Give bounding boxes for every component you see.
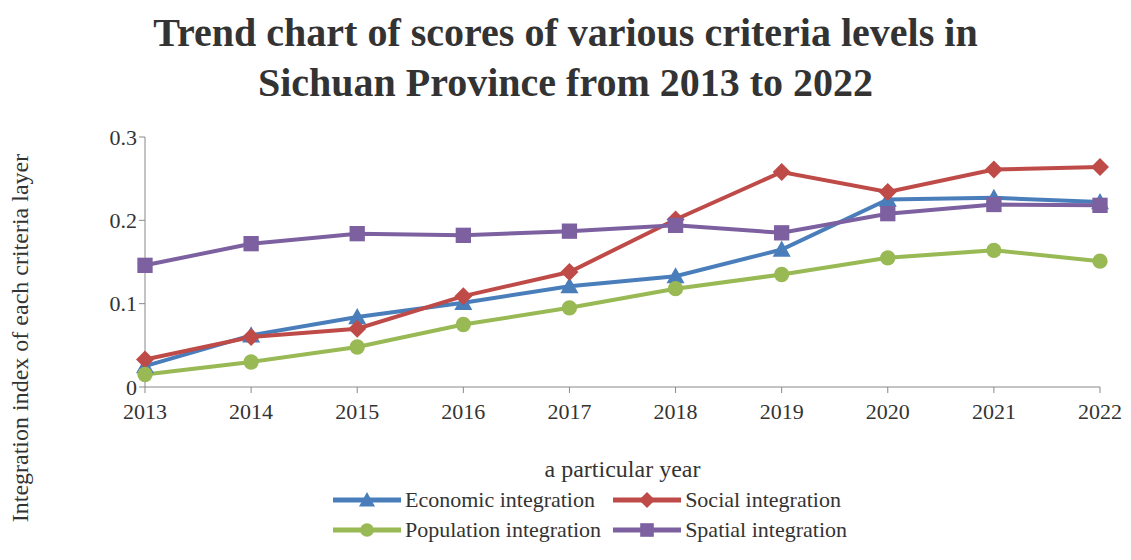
svg-text:0: 0 [126,375,137,400]
html-text:Spatial integration: Spatial integration [685,517,847,542]
svg-text:a particular year: a particular year [545,456,701,482]
svg-text:0.1: 0.1 [110,291,138,316]
svg-text:2022: 2022 [1078,399,1122,424]
html-text:Trend chart of scores of vario: Trend chart of scores of various criteri… [153,10,978,105]
html-text:Economic integration: Economic integration [405,487,595,512]
svg-text:2020: 2020 [866,399,910,424]
html-text:Population integration: Population integration [405,517,602,542]
svg-text:2019: 2019 [760,399,804,424]
svg-text:2013: 2013 [123,399,167,424]
svg-text:2021: 2021 [972,399,1016,424]
svg-text:2016: 2016 [441,399,485,424]
svg-text:2014: 2014 [229,399,273,424]
svg-text:2018: 2018 [654,399,698,424]
html-text:Social integration: Social integration [685,487,841,512]
svg-text:0.3: 0.3 [110,125,138,150]
svg-text:0.2: 0.2 [110,208,138,233]
html-text:Integration index of each crit: Integration index of each criteria layer [7,153,33,523]
svg-text:2015: 2015 [335,399,379,424]
svg-text:2017: 2017 [547,399,591,424]
